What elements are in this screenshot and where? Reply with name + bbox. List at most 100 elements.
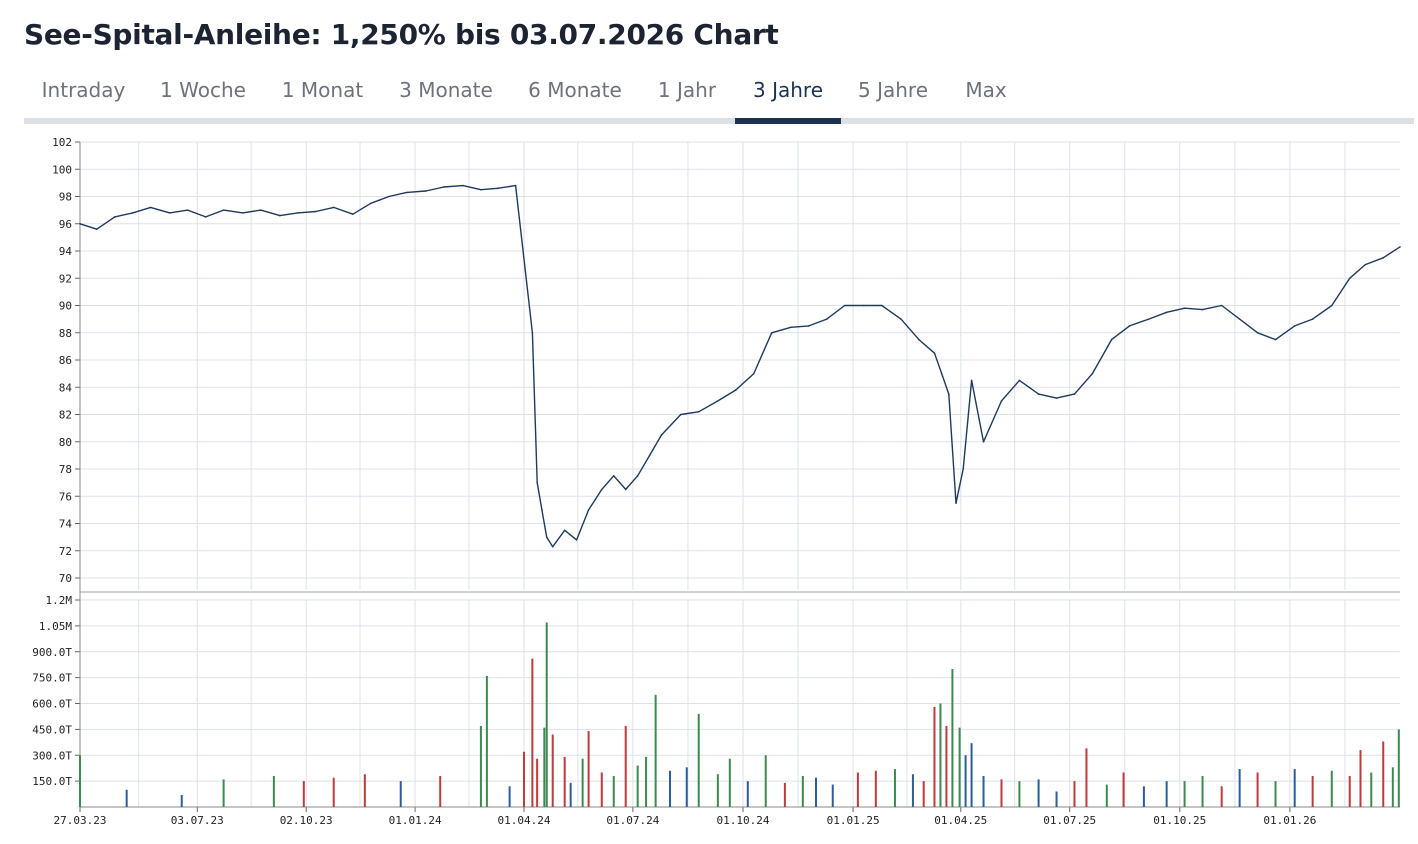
price-point xyxy=(222,209,225,211)
price-point xyxy=(536,481,538,484)
price-point xyxy=(843,304,846,307)
price-tick-label: 74 xyxy=(59,518,73,531)
volume-bar xyxy=(728,758,731,807)
volume-bar xyxy=(654,694,657,807)
tab-1-monat[interactable]: 1 Monat xyxy=(263,78,382,124)
price-tick-label: 78 xyxy=(59,463,72,476)
price-tick-label: 96 xyxy=(59,218,72,231)
volume-bar xyxy=(1105,784,1108,807)
price-point xyxy=(149,206,152,209)
price-point xyxy=(1256,331,1259,334)
volume-bar xyxy=(982,775,985,807)
volume-bar xyxy=(1274,781,1277,807)
volume-bar xyxy=(363,774,366,807)
price-point xyxy=(405,191,408,194)
price-point xyxy=(443,186,445,188)
volume-tick-label: 600.0T xyxy=(32,698,72,711)
price-point xyxy=(1110,338,1113,341)
price-point xyxy=(314,210,317,213)
volume-bar xyxy=(697,713,700,807)
x-tick-label: 02.10.23 xyxy=(280,814,333,827)
price-point xyxy=(1330,304,1333,307)
price-point xyxy=(790,326,792,329)
volume-bar xyxy=(1359,750,1362,807)
price-point xyxy=(563,529,566,532)
volume-bar xyxy=(1018,781,1021,807)
price-point xyxy=(1382,257,1385,259)
x-tick-label: 03.07.23 xyxy=(171,814,224,827)
volume-bar xyxy=(874,770,877,807)
price-point xyxy=(948,393,950,395)
price-point xyxy=(955,502,957,504)
volume-bar xyxy=(911,774,914,807)
volume-bar xyxy=(856,772,859,807)
volume-bar xyxy=(563,756,566,807)
price-tick-label: 86 xyxy=(59,354,72,367)
price-point xyxy=(808,325,810,327)
x-tick-label: 01.04.24 xyxy=(497,814,550,827)
tab-label: Intraday xyxy=(41,78,126,102)
price-point xyxy=(1220,304,1223,307)
price-point xyxy=(113,216,116,218)
tab-1-jahr[interactable]: 1 Jahr xyxy=(640,78,734,124)
price-point xyxy=(636,475,639,477)
price-point xyxy=(387,195,390,198)
volume-bar xyxy=(645,756,648,807)
volume-bar xyxy=(1183,781,1186,807)
price-point xyxy=(624,488,627,491)
volume-bar xyxy=(801,775,804,807)
tab-max[interactable]: Max xyxy=(945,78,1027,124)
price-tick-label: 100 xyxy=(52,163,72,176)
volume-bar xyxy=(522,751,525,807)
x-tick-label: 01.10.25 xyxy=(1153,814,1206,827)
tab-3-jahre[interactable]: 3 Jahre xyxy=(735,78,841,124)
price-tick-label: 76 xyxy=(59,490,72,503)
price-tick-label: 94 xyxy=(59,245,73,258)
price-point xyxy=(735,389,737,391)
price-point xyxy=(95,228,98,230)
price-point xyxy=(332,206,335,209)
price-tick-label: 92 xyxy=(59,272,72,285)
volume-bar xyxy=(222,779,225,807)
tab-label: Max xyxy=(965,78,1007,102)
volume-bar xyxy=(1256,772,1259,807)
tab-label: 1 Woche xyxy=(160,78,246,102)
tab-1-woche[interactable]: 1 Woche xyxy=(143,78,263,124)
tab-5-jahre[interactable]: 5 Jahre xyxy=(841,78,945,124)
price-point xyxy=(679,413,682,416)
price-point xyxy=(79,222,81,225)
volume-bar xyxy=(951,669,954,807)
price-tick-label: 72 xyxy=(59,545,72,558)
price-tick-label: 98 xyxy=(59,191,72,204)
volume-bar xyxy=(545,622,548,807)
x-tick-label: 27.03.23 xyxy=(54,814,107,827)
volume-bar xyxy=(1000,779,1003,807)
volume-bar xyxy=(1037,779,1040,807)
price-point xyxy=(752,372,755,375)
price-point xyxy=(612,475,615,477)
volume-bar xyxy=(716,774,719,807)
price-point xyxy=(541,509,543,511)
price-point xyxy=(1128,325,1131,327)
price-point xyxy=(1274,338,1277,341)
volume-bar xyxy=(1370,772,1373,807)
volume-bar xyxy=(1201,775,1204,807)
price-point xyxy=(425,190,427,192)
volume-tick-label: 150.0T xyxy=(32,775,72,788)
volume-bar xyxy=(1055,791,1058,807)
price-point xyxy=(600,488,603,491)
price-point xyxy=(660,434,663,436)
tab-intraday[interactable]: Intraday xyxy=(24,78,143,124)
price-tick-label: 90 xyxy=(59,300,72,313)
volume-bar xyxy=(569,782,572,807)
tab-3-monate[interactable]: 3 Monate xyxy=(382,78,510,124)
volume-bar xyxy=(764,755,767,807)
volume-bar xyxy=(439,775,442,807)
volume-bar xyxy=(1397,729,1400,807)
price-point xyxy=(514,184,517,187)
price-tick-label: 82 xyxy=(59,409,72,422)
tab-6-monate[interactable]: 6 Monate xyxy=(510,78,640,124)
price-point xyxy=(1165,311,1168,314)
tab-label: 1 Jahr xyxy=(657,78,717,102)
price-point xyxy=(933,352,936,354)
